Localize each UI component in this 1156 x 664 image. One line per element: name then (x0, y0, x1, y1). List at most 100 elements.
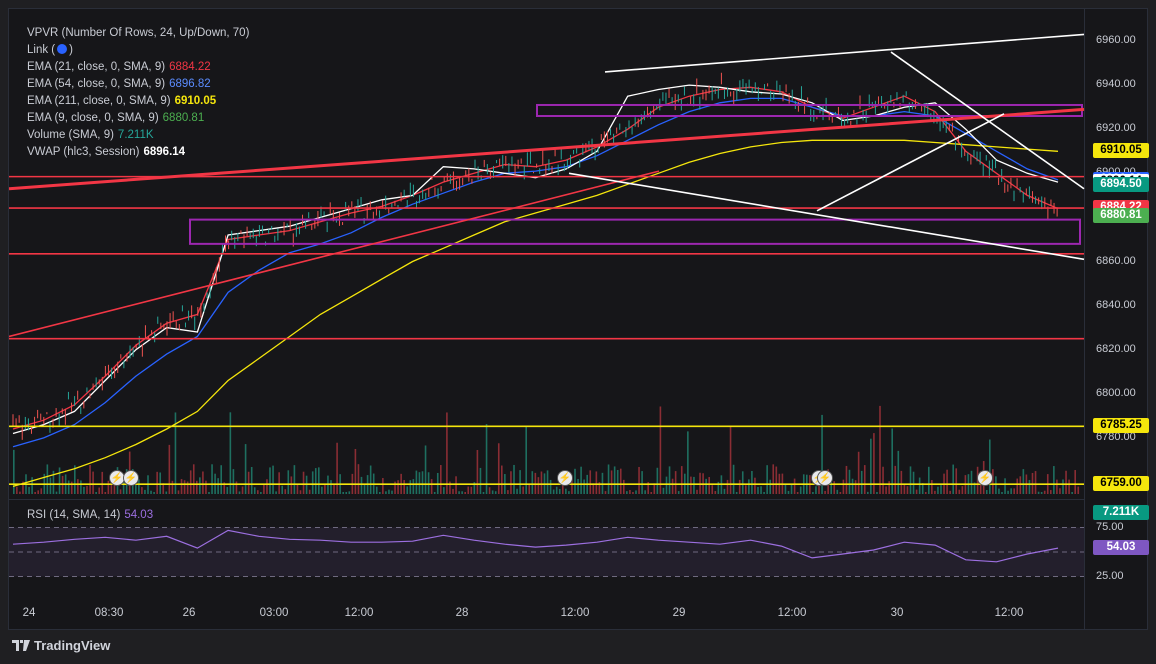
volume-bar (787, 490, 790, 494)
volume-bar (150, 490, 152, 494)
volume-bar (180, 479, 183, 494)
volume-bar (470, 486, 473, 494)
volume-bar (839, 492, 842, 494)
price-tick-label: 6820.00 (1096, 342, 1136, 355)
volume-bar (318, 467, 320, 494)
volume-bar (403, 480, 405, 494)
volume-bar (406, 486, 409, 494)
vwap-legend-row[interactable]: VWAP (hlc3, Session) 6896.14 (27, 144, 249, 161)
volume-bar (1071, 492, 1073, 494)
price-chart[interactable] (9, 9, 1147, 629)
ema9-legend-value: 6880.81 (162, 112, 205, 124)
volume-bar (680, 466, 683, 494)
volume-bar (830, 480, 832, 494)
volume-bar (424, 445, 427, 494)
volume-bar (263, 483, 265, 494)
price-tick-label: 6860.00 (1096, 254, 1136, 267)
volume-bar (690, 476, 692, 494)
ema21-legend-row[interactable]: EMA (21, close, 0, SMA, 9) 6884.22 (27, 59, 249, 76)
volume-bar (937, 486, 939, 494)
volume-bar (662, 487, 665, 494)
event-marker-icon[interactable]: ⚡ (817, 470, 833, 486)
volume-bar (382, 478, 384, 494)
volume-bar (836, 489, 839, 494)
volume-bar (479, 467, 482, 494)
volume-bar (455, 476, 457, 494)
volume-bar (851, 478, 854, 494)
volume-bar (345, 492, 348, 494)
volume-bar (961, 486, 964, 494)
volume-bar (955, 468, 958, 494)
price-tick-label: 6840.00 (1096, 298, 1136, 311)
volume-bar (409, 480, 412, 494)
volume-bar (854, 480, 857, 494)
volume-legend-label: Volume (SMA, 9) (27, 129, 114, 141)
volume-bar (443, 487, 445, 494)
volume-bar (357, 464, 360, 494)
rsi-legend-row[interactable]: RSI (14, SMA, 14) 54.03 (27, 507, 153, 524)
volume-legend-row[interactable]: Volume (SMA, 9) 7.211K (27, 127, 249, 144)
event-marker-icon[interactable]: ⚡ (977, 470, 993, 486)
volume-bar (217, 478, 219, 494)
volume-bar (760, 486, 762, 494)
volume-bar (257, 490, 259, 494)
pane-separator (9, 499, 1084, 500)
volume-bar (46, 464, 49, 494)
volume-bar (58, 467, 61, 494)
volume-bar (196, 480, 198, 494)
volume-bar (650, 492, 653, 494)
volume-bar (1050, 490, 1052, 494)
red-trendline (9, 170, 660, 338)
volume-bar (375, 486, 378, 494)
volume-bar (711, 485, 714, 494)
volume-bar (461, 491, 463, 494)
volume-bar (537, 477, 540, 494)
volume-bar (177, 490, 180, 494)
volume-bar (857, 451, 860, 494)
volume-bar (867, 491, 869, 494)
volume-bar (241, 486, 244, 494)
volume-bar (705, 478, 707, 494)
volume-bar (235, 481, 238, 494)
red-trendline-thick (9, 107, 1085, 191)
volume-bar (891, 428, 893, 494)
time-tick-label: 30 (890, 607, 904, 619)
volume-bar (186, 481, 189, 494)
volume-bar (653, 483, 656, 494)
rsi-tick-label: 25.00 (1096, 569, 1124, 582)
ema211-legend-row[interactable]: EMA (211, close, 0, SMA, 9) 6910.05 (27, 93, 249, 110)
volume-bar (67, 480, 70, 494)
volume-bar (1065, 470, 1067, 494)
volume-bar (799, 486, 802, 494)
rsi-value-badge: 54.03 (1093, 540, 1149, 556)
volume-bar (708, 477, 710, 494)
volume-bar (772, 464, 775, 494)
ema9-legend-row[interactable]: EMA (9, close, 0, SMA, 9) 6880.81 (27, 110, 249, 127)
volume-bar (458, 491, 460, 494)
time-tick-label: 24 (22, 607, 36, 619)
volume-bar (693, 476, 695, 494)
tradingview-logo[interactable]: TradingView (12, 638, 110, 653)
volume-bar (394, 481, 396, 494)
volume-bar (970, 470, 973, 494)
ema54-legend-row[interactable]: EMA (54, close, 0, SMA, 9) 6896.82 (27, 76, 249, 93)
volume-bar (314, 468, 317, 494)
volume-bar (1007, 490, 1009, 494)
vpvr-legend-row[interactable]: VPVR (Number Of Rows, 24, Up/Down, 70) (27, 25, 249, 42)
volume-bar (293, 465, 296, 494)
volume-bar (77, 479, 79, 494)
event-marker-icon[interactable]: ⚡ (123, 470, 139, 486)
volume-bar (1019, 476, 1022, 494)
volume-bar (211, 464, 213, 494)
volume-bar (903, 483, 906, 494)
volume-bar (379, 492, 381, 494)
volume-bar (92, 471, 94, 494)
link-legend-row[interactable]: Link () (27, 42, 249, 59)
volume-bar (388, 489, 390, 494)
price-badge: 6894.50 (1093, 177, 1149, 193)
volume-bar (568, 491, 570, 494)
event-marker-icon[interactable]: ⚡ (557, 470, 573, 486)
volume-bar (738, 479, 741, 494)
chart-panes[interactable]: VPVR (Number Of Rows, 24, Up/Down, 70) L… (8, 8, 1149, 630)
